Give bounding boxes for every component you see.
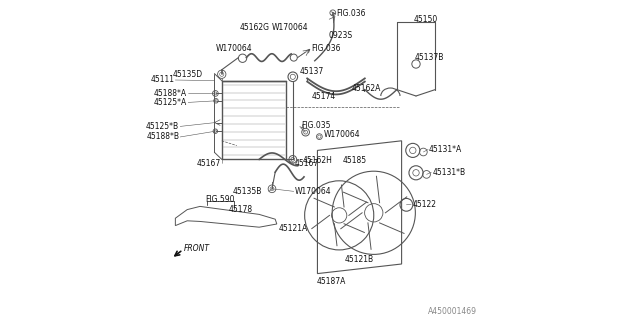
Text: 45188*A: 45188*A xyxy=(154,89,187,98)
Text: 45162H: 45162H xyxy=(303,156,333,165)
Text: 45137: 45137 xyxy=(300,67,323,76)
Text: 45131*A: 45131*A xyxy=(429,145,462,154)
Text: W170064: W170064 xyxy=(215,44,252,53)
Text: 45167: 45167 xyxy=(196,159,221,168)
Text: 45150: 45150 xyxy=(413,15,438,24)
Text: 45121B: 45121B xyxy=(345,255,374,264)
Text: 45111: 45111 xyxy=(150,76,174,84)
Text: 0923S: 0923S xyxy=(328,31,353,40)
Text: FIG.036: FIG.036 xyxy=(312,44,341,53)
Text: W170064: W170064 xyxy=(271,23,308,32)
Text: 45185: 45185 xyxy=(343,156,367,165)
Text: 45162G: 45162G xyxy=(239,23,269,32)
Text: FRONT: FRONT xyxy=(184,244,210,253)
Text: 45121A: 45121A xyxy=(278,224,308,233)
Text: 45135B: 45135B xyxy=(232,187,262,196)
Text: 45178: 45178 xyxy=(228,205,252,214)
Text: 45167: 45167 xyxy=(295,159,319,168)
Text: FIG.035: FIG.035 xyxy=(301,121,330,130)
Text: 45137B: 45137B xyxy=(415,53,444,62)
Text: 45122: 45122 xyxy=(412,200,436,209)
Text: 45162A: 45162A xyxy=(352,84,381,93)
Text: W170064: W170064 xyxy=(324,130,361,139)
Text: A450001469: A450001469 xyxy=(428,308,477,316)
Text: 45125*A: 45125*A xyxy=(154,98,187,107)
Text: 45174: 45174 xyxy=(312,92,336,101)
Text: 45135D: 45135D xyxy=(173,70,204,79)
Text: 45125*B: 45125*B xyxy=(146,122,179,131)
Text: 45187A: 45187A xyxy=(317,277,346,286)
Text: 45131*B: 45131*B xyxy=(433,168,465,177)
Text: FIG.036: FIG.036 xyxy=(337,9,366,18)
Text: W170064: W170064 xyxy=(294,187,331,196)
Text: FIG.590: FIG.590 xyxy=(205,195,234,204)
Text: 45188*B: 45188*B xyxy=(146,132,179,141)
